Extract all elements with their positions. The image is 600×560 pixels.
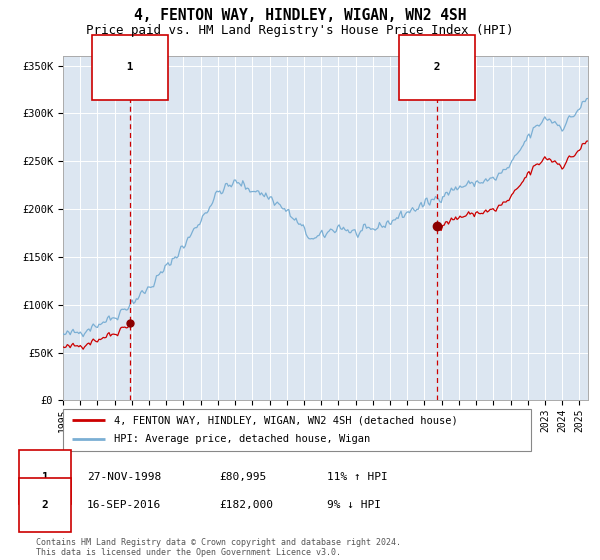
Text: HPI: Average price, detached house, Wigan: HPI: Average price, detached house, Wiga…	[115, 435, 371, 445]
Text: 27-NOV-1998: 27-NOV-1998	[87, 472, 161, 482]
Text: 4, FENTON WAY, HINDLEY, WIGAN, WN2 4SH (detached house): 4, FENTON WAY, HINDLEY, WIGAN, WN2 4SH (…	[115, 415, 458, 425]
Text: Contains HM Land Registry data © Crown copyright and database right 2024.
This d: Contains HM Land Registry data © Crown c…	[36, 538, 401, 557]
Text: 2: 2	[427, 63, 447, 72]
Text: Price paid vs. HM Land Registry's House Price Index (HPI): Price paid vs. HM Land Registry's House …	[86, 24, 514, 36]
Text: 9% ↓ HPI: 9% ↓ HPI	[327, 500, 381, 510]
Text: £80,995: £80,995	[219, 472, 266, 482]
Text: £182,000: £182,000	[219, 500, 273, 510]
Text: 2: 2	[41, 500, 49, 510]
FancyBboxPatch shape	[63, 409, 531, 451]
Text: 1: 1	[120, 63, 140, 72]
Text: 16-SEP-2016: 16-SEP-2016	[87, 500, 161, 510]
Text: 1: 1	[41, 472, 49, 482]
Text: 11% ↑ HPI: 11% ↑ HPI	[327, 472, 388, 482]
Text: 4, FENTON WAY, HINDLEY, WIGAN, WN2 4SH: 4, FENTON WAY, HINDLEY, WIGAN, WN2 4SH	[134, 8, 466, 24]
